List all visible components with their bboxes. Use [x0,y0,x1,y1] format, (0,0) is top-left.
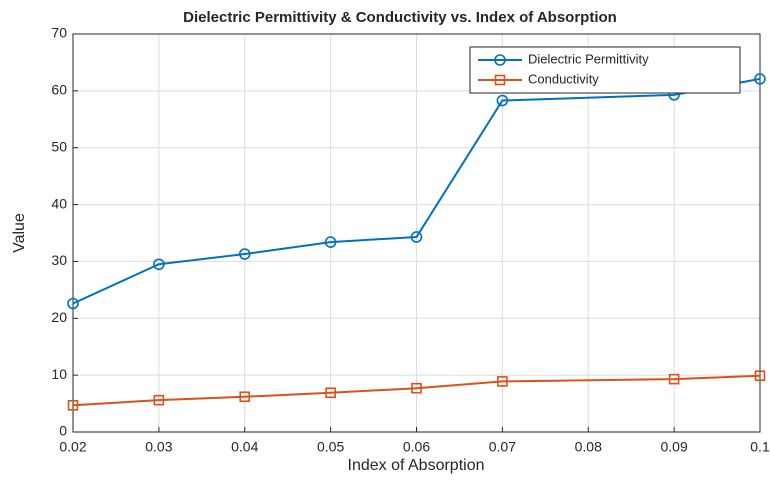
legend-marker [494,74,506,86]
marker [238,248,251,260]
legend-label: Dielectric Permittivity [528,51,649,66]
marker [410,231,423,243]
marker [496,94,509,107]
plot-frame [72,33,761,433]
x-tick-label: 0.1 [750,439,770,455]
marker [668,373,680,385]
marker [153,258,165,271]
x-tick-label: 0.04 [231,439,258,455]
x-tick-label: 0.09 [661,439,688,455]
marker [497,376,508,387]
y-tick-label: 20 [51,309,67,325]
series-line [72,374,761,407]
y-tick-label: 30 [51,252,67,268]
marker [153,394,165,406]
y-tick-label: 10 [51,366,67,382]
marker [754,370,766,382]
legend-marker [494,54,506,66]
x-tick-label: 0.06 [403,439,430,455]
x-tick-label: 0.07 [489,439,516,455]
marker [67,297,79,310]
legend-box [469,46,741,94]
x-axis-label: Index of Absorption [348,457,485,474]
y-tick-label: 50 [51,138,67,154]
y-axis-label: Value [11,213,28,253]
x-tick-label: 0.02 [59,439,86,455]
y-tick-label: 60 [51,82,67,98]
y-tick-label: 70 [51,25,67,41]
x-tick-label: 0.05 [317,439,344,455]
series-line [72,77,761,305]
marker [325,387,336,399]
chart-title: Dielectric Permittivity & Conductivity v… [183,9,617,26]
marker [324,236,337,248]
marker [239,391,251,403]
y-tick-label: 40 [51,195,67,211]
marker [67,399,79,411]
y-tick-label: 0 [59,423,67,439]
legend-label: Conductivity [528,71,599,86]
x-tick-label: 0.08 [575,439,602,455]
x-tick-label: 0.03 [145,439,172,455]
marker [754,73,766,85]
marker [411,382,422,394]
